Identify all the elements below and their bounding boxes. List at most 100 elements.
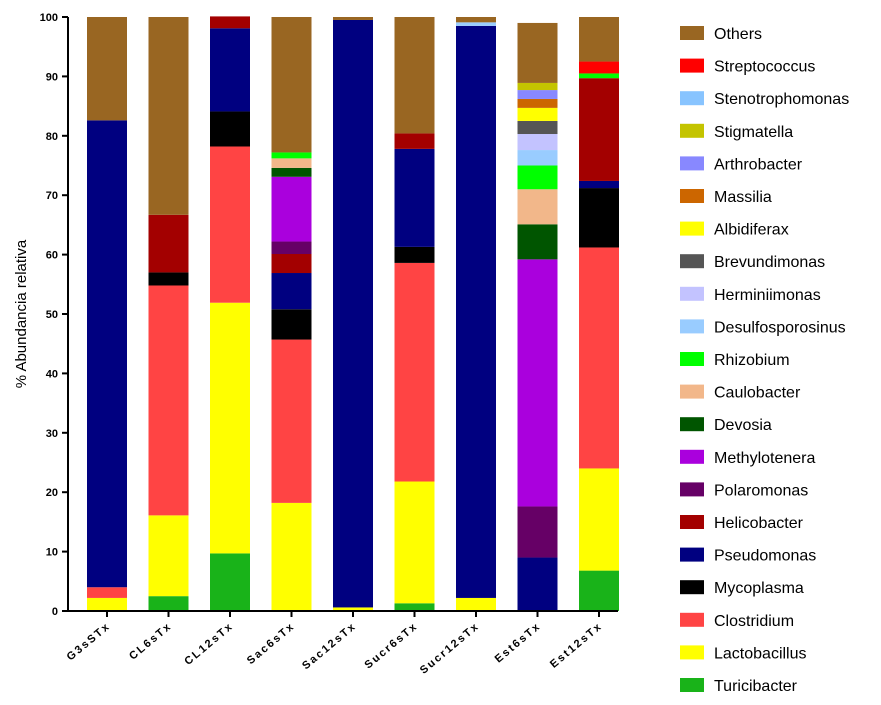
legend-item: Massilia [680, 189, 772, 206]
legend-item: Helicobacter [680, 515, 804, 532]
legend-item: Stigmatella [680, 123, 793, 141]
legend-swatch [680, 319, 704, 334]
bar-segment [271, 158, 312, 168]
y-tick-label: 10 [46, 547, 58, 559]
bar-segment [517, 165, 558, 190]
bar-segment [517, 22, 558, 83]
legend-label: Stigmatella [714, 124, 793, 141]
bar-segment [271, 339, 312, 503]
bar-segment [517, 189, 558, 225]
y-ticks-layer: 0 10 20 30 40 50 60 70 80 90 100 [40, 12, 68, 618]
bar-segment [87, 120, 127, 588]
legend-item: Brevundimonas [680, 254, 825, 271]
x-category-label: Sucr12sTx [418, 620, 482, 677]
bar-segment [517, 150, 558, 166]
bar-segment [394, 246, 435, 263]
legend-swatch [680, 26, 704, 40]
bar-segment [579, 188, 619, 248]
legend-swatch [680, 156, 704, 171]
bar-segment [579, 17, 619, 62]
bar-segment [87, 587, 127, 598]
legend-item: Herminiimonas [680, 286, 821, 304]
legend-swatch [680, 417, 704, 432]
legend-swatch [680, 91, 704, 106]
bar-segment [148, 214, 189, 273]
bar-segment [271, 167, 312, 177]
x-labels-layer: G3sSTx CL6sTx CL12sTx Sac6sTx Sac12sTx Sucr6s… [65, 611, 605, 677]
x-category-label: CL6sTx [127, 620, 174, 662]
y-tick-label: 50 [46, 309, 58, 321]
y-tick-label: 0 [52, 606, 58, 618]
legend-label: Others [714, 26, 762, 43]
legend-label: Albidiferax [714, 222, 789, 239]
bar-segment [271, 273, 312, 310]
bar-segment [271, 254, 312, 274]
legend-label: Mycoplasma [714, 580, 804, 597]
legend-item: Others [680, 26, 762, 43]
bar-segment [579, 78, 619, 181]
legend-label: Arthrobacter [714, 156, 803, 173]
bar-segment [517, 82, 558, 91]
legend-swatch [680, 352, 704, 366]
y-tick-label: 80 [46, 131, 58, 143]
legend-label: Pseudomonas [714, 548, 816, 565]
bar-segment [333, 607, 373, 611]
bar-stack [333, 17, 373, 611]
bar-stack [87, 17, 127, 611]
bar-segment [517, 506, 558, 558]
y-tick-label: 100 [40, 12, 58, 24]
bar-segment [579, 180, 619, 189]
bar-segment [394, 133, 435, 149]
legend-swatch [680, 189, 704, 203]
legend-item: Stenotrophomonas [680, 91, 849, 108]
bar-stack [579, 17, 619, 611]
y-tick-label: 30 [46, 428, 58, 440]
legend-swatch [680, 254, 704, 269]
legend-swatch [680, 678, 704, 692]
bar-segment [579, 73, 619, 79]
legend-swatch [680, 221, 704, 236]
bar-segment [517, 224, 558, 260]
legend-label: Devosia [714, 417, 772, 434]
bar-segment [394, 148, 435, 247]
legend-label: Helicobacter [714, 515, 804, 532]
bar-segment [210, 16, 250, 29]
bar-segment [210, 302, 250, 554]
legend-item: Rhizobium [680, 352, 790, 369]
legend-swatch [680, 547, 704, 562]
x-category-label: Est12sTx [548, 620, 605, 671]
bar-segment [210, 111, 250, 147]
bar-segment [394, 262, 435, 482]
legend-swatch [680, 123, 704, 138]
bar-segment [210, 28, 250, 112]
bar-segment [148, 285, 189, 516]
bar-segment [517, 90, 558, 99]
legend-label: Massilia [714, 189, 772, 206]
legend-label: Herminiimonas [714, 287, 821, 304]
bar-stack [210, 16, 250, 611]
legend-item: Streptococcus [680, 58, 815, 76]
bar-segment [148, 515, 189, 597]
x-category-label: Sac6sTx [245, 620, 298, 667]
legend-label: Polaromonas [714, 482, 808, 499]
x-category-label: G3sSTx [65, 620, 113, 663]
legend-item: Devosia [680, 417, 772, 434]
bar-segment [456, 22, 496, 26]
bar-stack [394, 17, 435, 611]
legend-label: Clostridium [714, 613, 794, 630]
x-category-label: Sac12sTx [300, 620, 359, 672]
bar-segment [271, 176, 312, 242]
bar-segment [517, 98, 558, 108]
x-category-label: Est6sTx [493, 620, 544, 665]
bar-segment [148, 17, 189, 215]
bar-stack [517, 22, 558, 611]
bar-segment [333, 19, 373, 608]
legend-item: Desulfosporosinus [680, 319, 846, 336]
legend-item: Arthrobacter [680, 156, 803, 173]
bar-segment [210, 146, 250, 303]
legend-swatch [680, 449, 704, 464]
legend: Others Streptococcus Stenotrophomonas Stigm… [680, 26, 849, 695]
bar-segment [579, 570, 619, 611]
bar-stack [271, 17, 312, 611]
